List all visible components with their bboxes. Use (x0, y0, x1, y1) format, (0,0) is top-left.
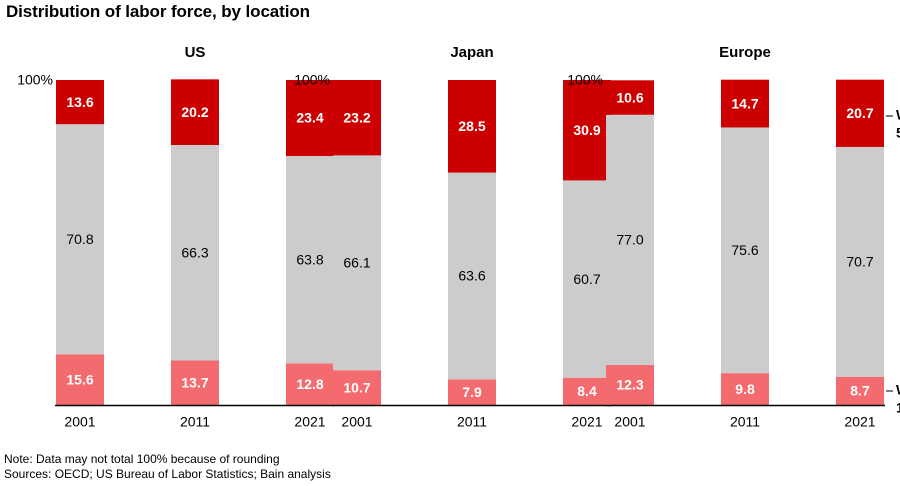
bar-japan-2001-old (333, 80, 381, 156)
data-label-japan-2021-old: 30.9 (573, 122, 600, 138)
x-tick-label-europe-2011: 2011 (730, 414, 760, 430)
data-label-us-2011-young: 13.7 (181, 374, 208, 390)
data-label-us-2021-old: 23.4 (296, 110, 323, 126)
bar-europe-2021-young (836, 376, 884, 405)
panel-title-europe: Europe (719, 44, 771, 61)
data-label-europe-2021-middle: 70.7 (846, 254, 873, 270)
data-label-europe-2021-old: 20.7 (846, 105, 873, 121)
bar-japan-2011-young (448, 379, 496, 405)
x-tick-label-japan-2001: 2001 (341, 414, 372, 430)
x-tick-label-japan-2021: 2021 (571, 414, 602, 430)
data-label-us-2001-young: 15.6 (66, 371, 93, 387)
panel-title-japan: Japan (450, 44, 493, 61)
x-tick-label-us-2021: 2021 (294, 414, 325, 430)
data-label-japan-2011-old: 28.5 (458, 118, 485, 134)
data-label-europe-2001-young: 12.3 (616, 377, 643, 393)
x-tick-label-us-2001: 2001 (64, 414, 95, 430)
bar-europe-2011-young (721, 373, 769, 405)
bar-us-2011-old (171, 79, 219, 145)
data-label-japan-2021-young: 8.4 (577, 383, 597, 399)
bar-europe-2001-young (606, 365, 654, 405)
data-label-europe-2021-young: 8.7 (850, 383, 870, 399)
data-label-us-2001-middle: 70.8 (66, 231, 93, 247)
bar-japan-2011-middle (448, 172, 496, 380)
bar-europe-2011-middle (721, 127, 769, 374)
bar-japan-2011-old (448, 80, 496, 173)
data-label-japan-2011-young: 7.9 (462, 384, 482, 400)
data-label-us-2011-old: 20.2 (181, 104, 208, 120)
bar-us-2021-middle (286, 156, 334, 364)
chart-title: Distribution of labor force, by location (6, 2, 310, 21)
data-label-japan-2001-old: 23.2 (343, 109, 370, 125)
data-label-japan-2001-middle: 66.1 (343, 255, 370, 271)
data-label-japan-2011-middle: 63.6 (458, 268, 485, 284)
x-tick-label-europe-2021: 2021 (844, 414, 875, 430)
bar-japan-2001-young (333, 370, 381, 405)
data-label-japan-2001-young: 10.7 (343, 379, 370, 395)
bar-europe-2011-old (721, 79, 769, 128)
bar-japan-2001-middle (333, 155, 381, 371)
x-tick-label-japan-2011: 2011 (457, 414, 487, 430)
legend-young-line-1: Workers (896, 382, 900, 398)
data-label-europe-2011-middle: 75.6 (731, 242, 758, 258)
bar-japan-2021-young (563, 377, 611, 405)
chart-sources: Sources: OECD; US Bureau of Labor Statis… (4, 467, 331, 481)
chart-footer: Note: Data may not total 100% because of… (4, 452, 331, 482)
x-tick-label-us-2011: 2011 (180, 414, 210, 430)
data-label-europe-2011-young: 9.8 (735, 381, 755, 397)
y-tick-label-europe: 100% (567, 72, 603, 88)
data-label-us-2021-young: 12.8 (296, 376, 323, 392)
y-tick-label-japan: 100% (294, 72, 330, 88)
bar-us-2001-young (56, 354, 104, 405)
data-label-japan-2021-middle: 60.7 (573, 271, 600, 287)
data-label-us-2001-old: 13.6 (66, 94, 93, 110)
data-label-europe-2011-old: 14.7 (731, 95, 758, 111)
bar-us-2021-old (286, 80, 334, 157)
data-label-us-2011-middle: 66.3 (181, 244, 208, 260)
bar-us-2021-young (286, 363, 334, 405)
data-label-europe-2001-middle: 77.0 (616, 232, 643, 248)
bar-us-2001-middle (56, 124, 104, 355)
bar-japan-2021-middle (563, 180, 611, 378)
chart-note: Note: Data may not total 100% because of… (4, 452, 280, 466)
panel-title-us: US (185, 44, 206, 61)
bar-japan-2021-old (563, 80, 611, 181)
bar-us-2011-middle (171, 145, 219, 361)
legend-young-line-2: 15 to 24 (896, 400, 900, 416)
legend-old-line-1: Workers (896, 107, 900, 123)
data-label-europe-2001-old: 10.6 (616, 89, 643, 105)
x-tick-label-europe-2001: 2001 (614, 414, 645, 430)
bar-europe-2021-old (836, 79, 884, 147)
data-label-us-2021-middle: 63.8 (296, 251, 323, 267)
bar-europe-2001-middle (606, 114, 654, 366)
bar-europe-2001-old (606, 80, 654, 115)
legend-old-line-2: 55 and older (896, 125, 900, 141)
bar-us-2001-old (56, 80, 104, 125)
y-tick-label-us: 100% (17, 72, 53, 88)
bar-europe-2021-middle (836, 146, 884, 377)
bar-us-2011-young (171, 360, 219, 405)
